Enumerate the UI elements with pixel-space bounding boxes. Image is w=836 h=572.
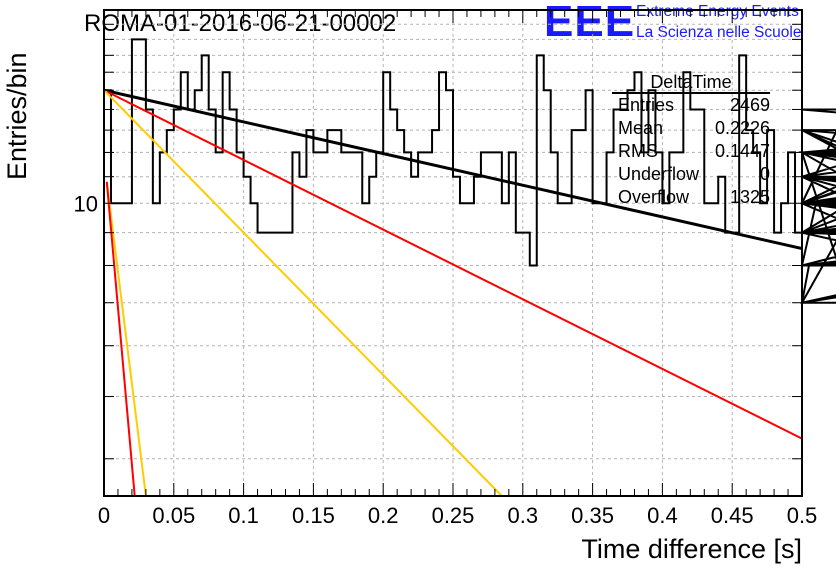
x-tick-label: 0.35 — [571, 503, 614, 528]
stats-label: RMS — [618, 141, 658, 161]
x-tick-label: 0.05 — [152, 503, 195, 528]
fit-line — [103, 88, 803, 251]
x-tick-label: 0.4 — [647, 503, 678, 528]
stats-row-mean: Mean 0.2226 — [608, 117, 770, 140]
stats-label: Entries — [618, 95, 675, 115]
x-tick-label: 0.25 — [432, 503, 475, 528]
x-tick-label: 0.15 — [292, 503, 335, 528]
stats-value: 2469 — [729, 95, 770, 115]
x-axis-label: Time difference [s] — [581, 534, 802, 564]
fit-line — [105, 181, 147, 497]
x-ticks — [103, 10, 803, 496]
stats-value: 0.1447 — [714, 141, 770, 161]
stats-label: Mean — [618, 118, 664, 138]
x-tick-label: 0.2 — [368, 503, 399, 528]
x-tick-label: 0 — [98, 503, 110, 528]
eee-logo: EEE — [544, 0, 636, 46]
stats-row-entries: Entries 2469 — [608, 94, 770, 117]
logo-caption-line-2: La Scienza nelle Scuole — [636, 24, 802, 41]
stats-value: 1325 — [729, 187, 770, 207]
x-tick-label: 0.1 — [228, 503, 259, 528]
stats-title: DeltaTime — [612, 72, 770, 94]
run-title: ROMA-01-2016-06-21-00002 — [84, 10, 397, 37]
stats-label: Underflow — [618, 164, 700, 184]
y-tick-label: 10 — [74, 191, 98, 216]
stats-row-rms: RMS 0.1447 — [608, 140, 770, 163]
stats-value: 0 — [759, 164, 770, 184]
fit-line — [103, 89, 503, 497]
y-ticks — [104, 9, 802, 460]
x-tick-label: 0.3 — [508, 503, 539, 528]
fit-line — [103, 89, 803, 440]
stats-label: Overflow — [618, 187, 690, 207]
stats-row-overflow: Overflow 1325 — [608, 186, 770, 209]
fit-line — [105, 181, 136, 497]
x-tick-label: 0.5 — [787, 503, 818, 528]
x-tick-label: 0.45 — [711, 503, 754, 528]
stats-row-underflow: Underflow 0 — [608, 163, 770, 186]
stats-box: DeltaTime Entries 2469 Mean 0.2226 RMS 0… — [608, 72, 770, 209]
stats-value: 0.2226 — [714, 118, 770, 138]
